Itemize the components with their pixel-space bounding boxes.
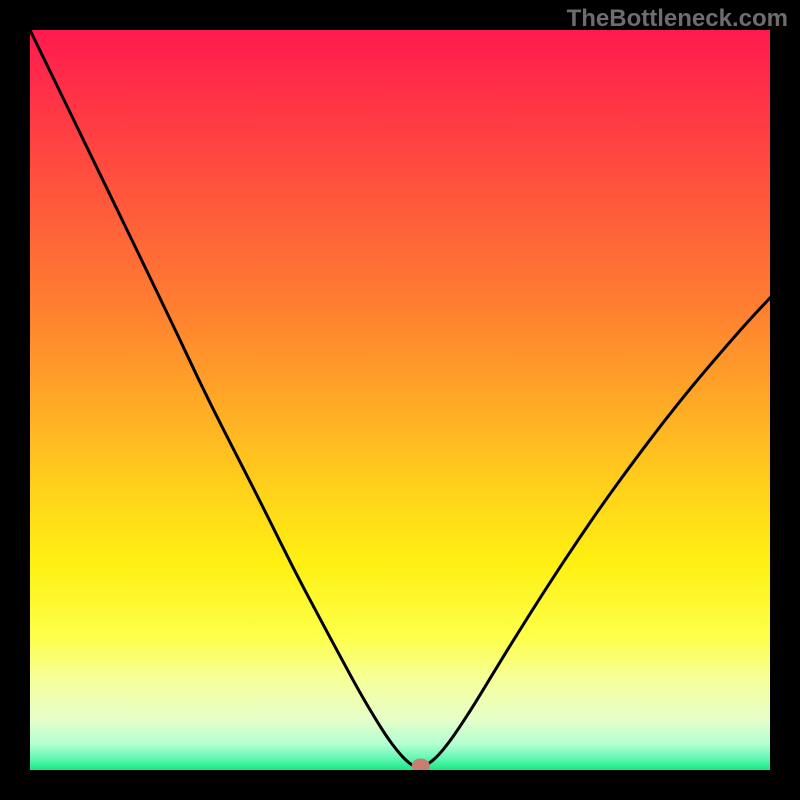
- watermark-text: TheBottleneck.com: [567, 5, 788, 33]
- plot-background: [30, 30, 770, 770]
- bottleneck-curve-chart: [0, 0, 800, 800]
- chart-container: TheBottleneck.com: [0, 0, 800, 800]
